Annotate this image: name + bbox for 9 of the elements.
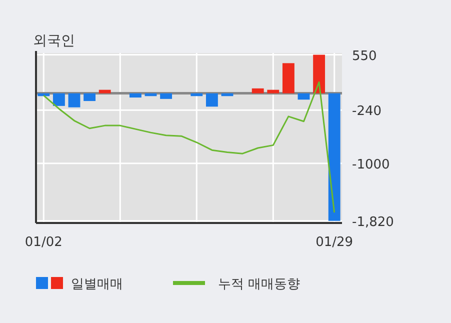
legend-label: 일별매매: [71, 277, 123, 292]
x-tick-label: 01/29: [316, 235, 354, 250]
y-tick-label: 550: [352, 48, 377, 64]
legend-label: 누적 매매동향: [218, 277, 300, 292]
y-tick-label: -240: [352, 104, 382, 120]
y-tick-label: -1,820: [352, 214, 394, 230]
y-tick-label: -1000: [352, 157, 390, 172]
x-tick-label: 01/02: [24, 235, 62, 250]
chart-title: 외국인: [33, 33, 75, 49]
